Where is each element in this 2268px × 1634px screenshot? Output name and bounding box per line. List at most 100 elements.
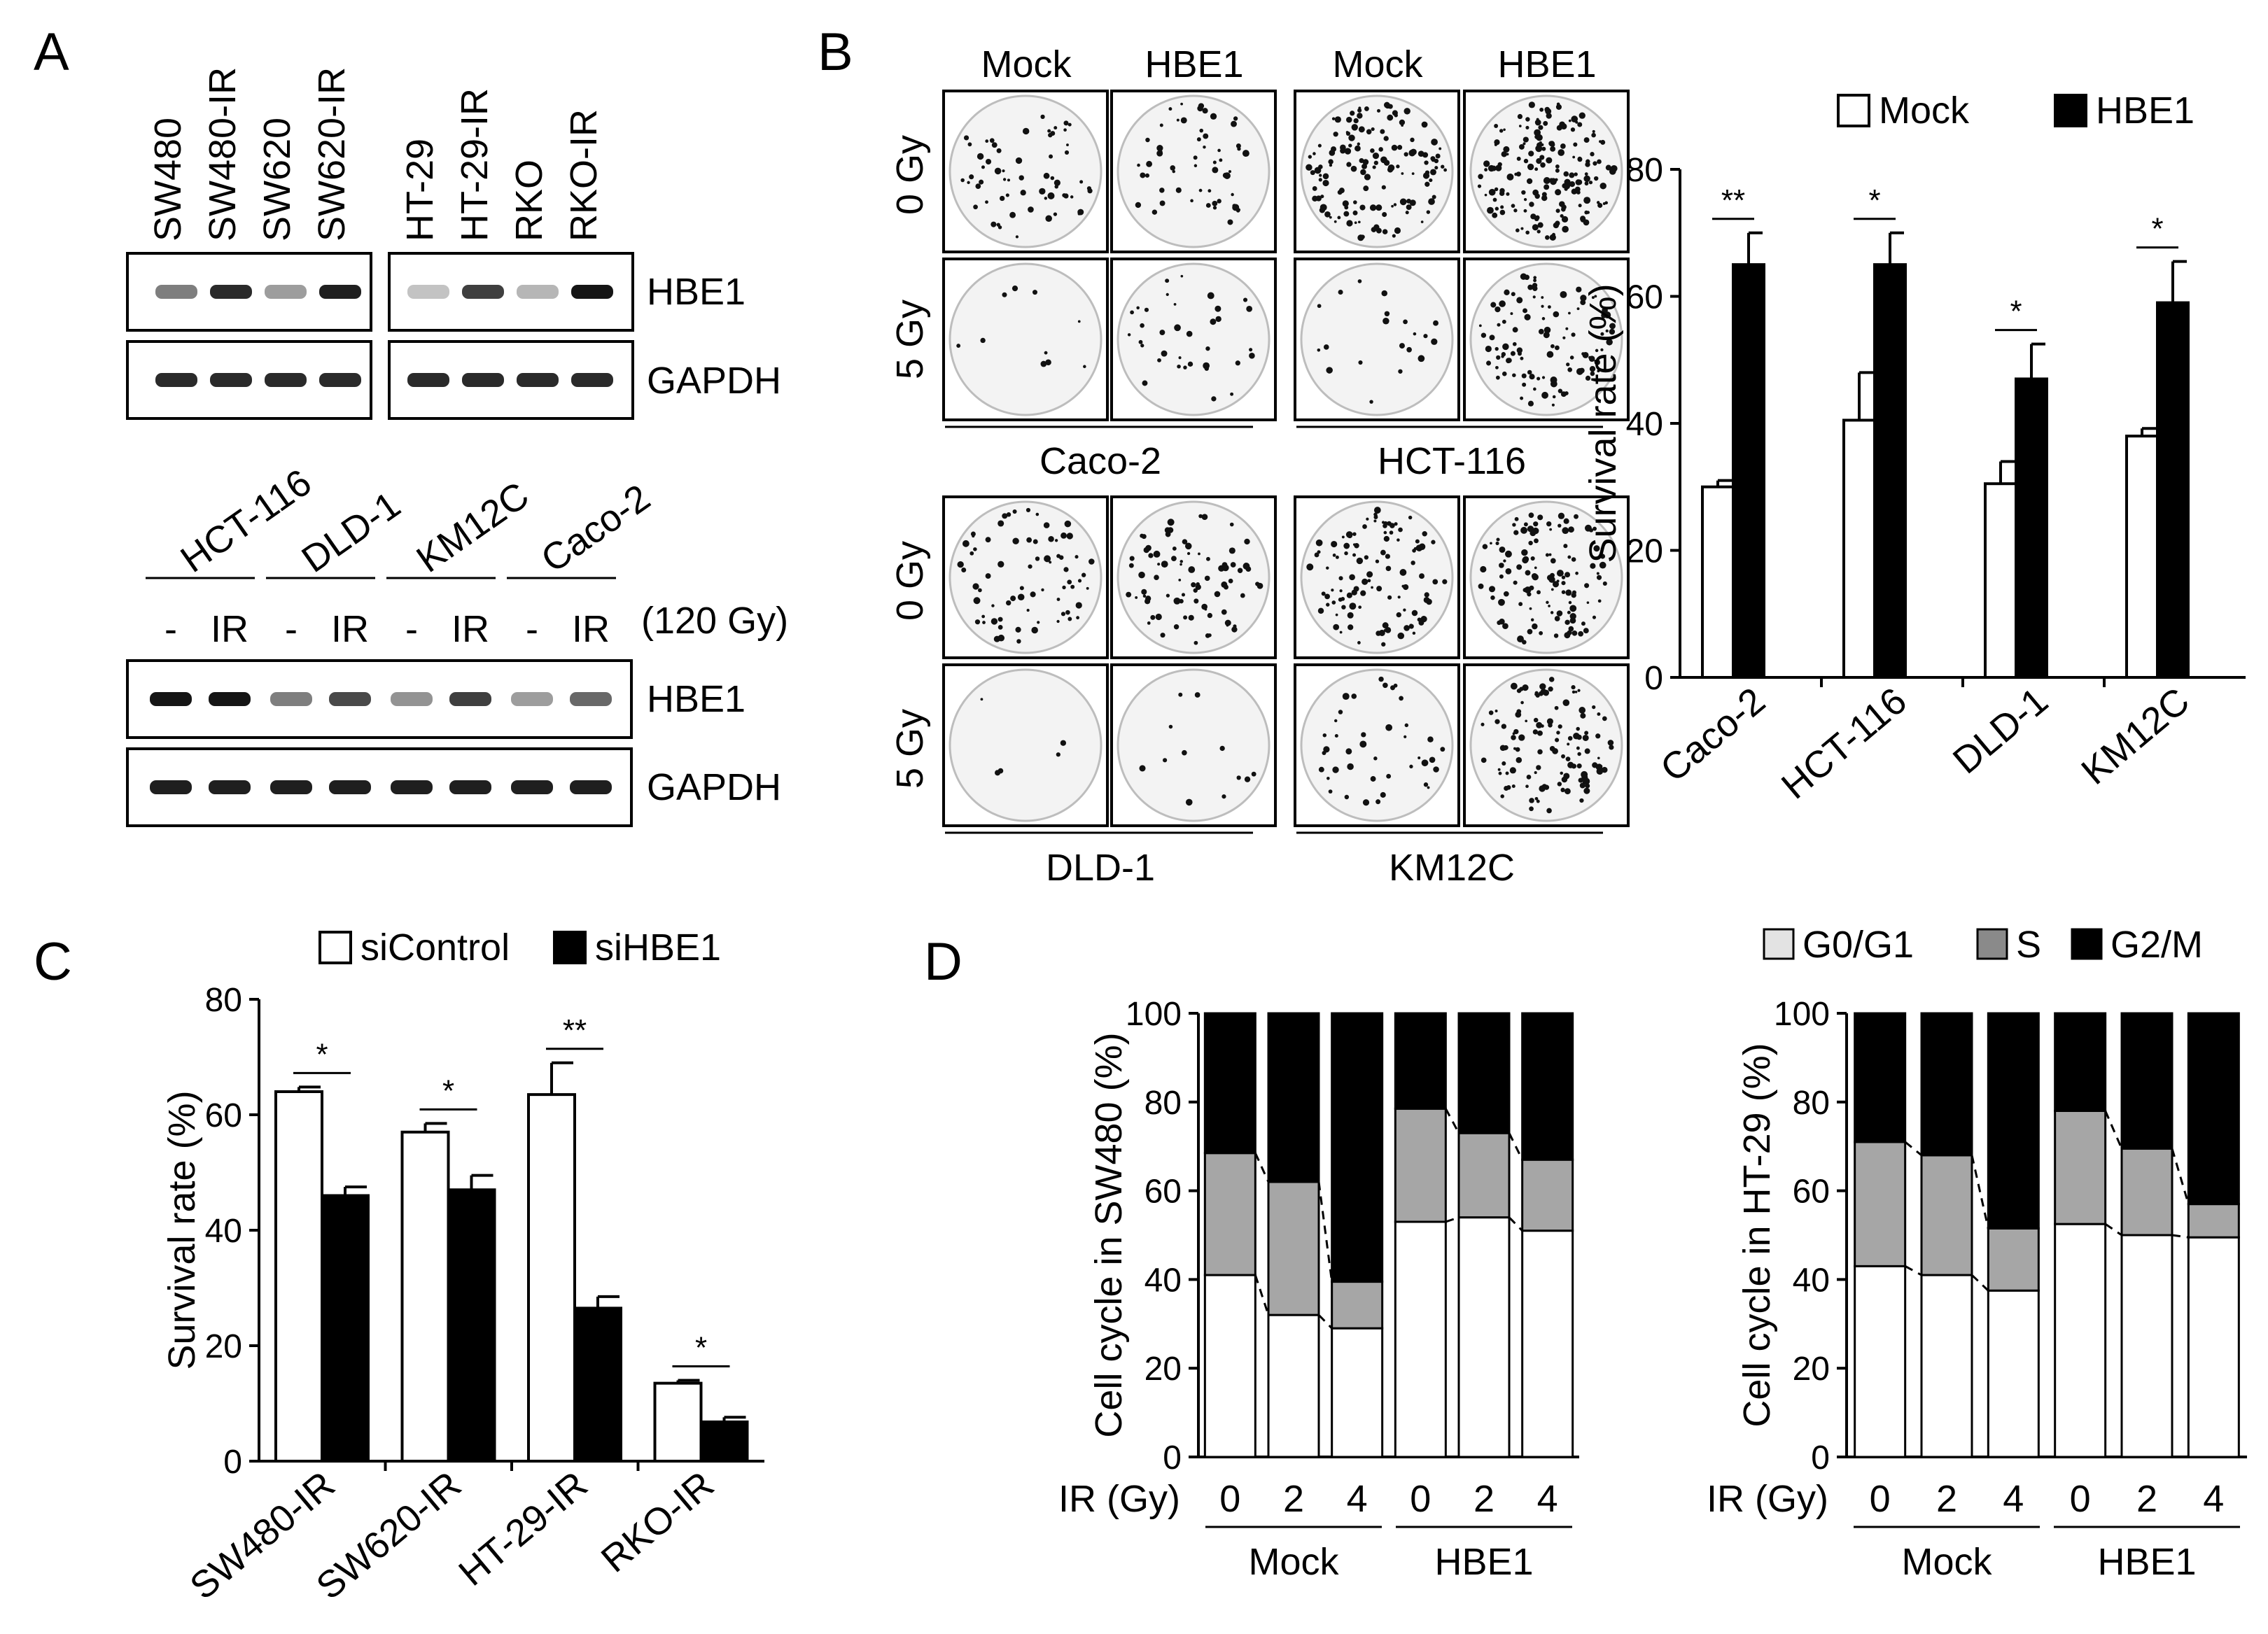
colony-dot <box>1026 609 1030 612</box>
colony-dot <box>1580 216 1586 222</box>
colony-dot <box>1581 770 1588 778</box>
colony-dot <box>982 621 986 624</box>
colony-dot <box>1081 572 1086 577</box>
significance-mark: * <box>1868 183 1880 218</box>
stack-S-4 <box>2054 1109 2107 1225</box>
colony-dot <box>1383 535 1390 542</box>
colony-dot <box>1398 527 1403 533</box>
colony-dot <box>1338 290 1343 295</box>
colony-dot <box>1431 540 1436 544</box>
colony-dot <box>1490 542 1492 545</box>
colony-dot <box>1380 549 1386 556</box>
legend-d-label-s: S <box>2016 924 2041 966</box>
colony-dot <box>1077 579 1082 583</box>
colony-dot <box>1586 211 1590 214</box>
colony-dot <box>1536 765 1541 770</box>
colony-dot <box>1143 547 1149 554</box>
colony-dot <box>1571 763 1577 769</box>
colony-dot <box>1514 516 1519 521</box>
colony-dot <box>1506 173 1514 181</box>
colony-dot <box>1527 400 1534 407</box>
colony-dot <box>1306 164 1312 171</box>
colony-dot <box>997 561 1004 568</box>
colony-dot <box>1360 590 1366 596</box>
colony-dot <box>1534 796 1539 801</box>
colony-dot <box>1144 173 1150 178</box>
colony-dot <box>1343 211 1350 217</box>
plates-line-label-dld1: DLD-1 <box>1046 847 1155 889</box>
plates-col-mock-2: Mock <box>1332 43 1423 85</box>
bar-siControl-SW620-IR <box>400 1130 450 1463</box>
colony-dot <box>1339 589 1343 593</box>
colony-dot <box>1576 307 1580 311</box>
colony-dot <box>1516 228 1520 232</box>
colony-dot <box>1583 175 1590 183</box>
colony-dot <box>1550 588 1554 591</box>
colony-dot <box>1328 789 1333 794</box>
panel-letter-a: A <box>34 22 69 82</box>
colony-dot <box>1383 530 1387 535</box>
colony-dot <box>1550 558 1556 564</box>
colony-dot <box>1228 170 1232 174</box>
colony-dot <box>1370 776 1376 782</box>
colony-dot <box>1171 556 1177 561</box>
colony-dot <box>1349 603 1357 610</box>
colony-dot <box>1138 571 1145 579</box>
colony-dot <box>1520 526 1527 534</box>
colony-dot <box>1399 119 1406 126</box>
stack-G2/M-4 <box>1394 1012 1447 1110</box>
colony-dot <box>1480 332 1487 338</box>
colony-dot <box>985 139 989 143</box>
colony-dot <box>1181 593 1186 597</box>
stack-S-6 <box>2187 1203 2240 1239</box>
stack-connector <box>1970 1274 1989 1292</box>
colony-dot <box>1372 165 1376 169</box>
colony-dot <box>1572 690 1576 694</box>
colony-dot <box>963 135 969 141</box>
colony-dot <box>1440 747 1446 752</box>
colony-dot <box>985 573 991 579</box>
blot2-row-gapdh: GAPDH <box>647 766 781 808</box>
colony-dot <box>981 165 985 169</box>
colony-dot <box>1530 530 1536 537</box>
colony-dot <box>1563 544 1568 549</box>
colony-dot <box>1566 362 1570 367</box>
colony-dot <box>1242 150 1250 157</box>
y-tick-label: 60 <box>1793 1174 1830 1211</box>
colony-dot <box>1541 146 1546 151</box>
colony-dot <box>1403 608 1406 612</box>
colony-dot <box>1546 113 1552 119</box>
lane-label-sw620-ir: SW620-IR <box>311 67 353 241</box>
colony-dot <box>973 547 977 551</box>
stack-connector <box>1317 1314 1333 1330</box>
colony-dot <box>1528 540 1533 546</box>
colony-dot <box>1496 537 1500 542</box>
colony-dot <box>1371 127 1375 132</box>
colony-dot <box>1043 522 1050 528</box>
colony-dot <box>1518 602 1523 607</box>
blot2-gapdh-band-3 <box>270 780 312 794</box>
blot2-hbe1-box <box>126 659 633 739</box>
colony-dot <box>1329 150 1336 156</box>
colony-dot <box>1577 122 1583 127</box>
blot2-lane-5: - <box>405 608 418 650</box>
colony-dot <box>1315 195 1322 202</box>
colony-dot <box>1442 579 1448 584</box>
plates-line-label-km12c: KM12C <box>1389 847 1515 889</box>
colony-dot <box>1399 343 1405 349</box>
x-tick-label: 0 <box>2070 1478 2091 1520</box>
colony-dot <box>1488 586 1496 593</box>
colony-dot <box>1357 108 1362 113</box>
bar-siControl-RKO-IR <box>653 1381 703 1463</box>
colony-dot <box>1583 197 1591 204</box>
plates-line-label-caco2: Caco-2 <box>1040 440 1161 482</box>
colony-dot <box>1048 535 1054 542</box>
colony-dot <box>1593 176 1599 181</box>
colony-dot <box>1393 683 1398 688</box>
bar-HBE1-HCT-116 <box>1873 263 1907 679</box>
colony-dot <box>1488 710 1494 715</box>
colony-dot <box>1541 304 1544 308</box>
colony-dot <box>1477 184 1482 188</box>
blot2-lane-8: IR <box>572 608 610 650</box>
colony-dot <box>1251 771 1256 777</box>
